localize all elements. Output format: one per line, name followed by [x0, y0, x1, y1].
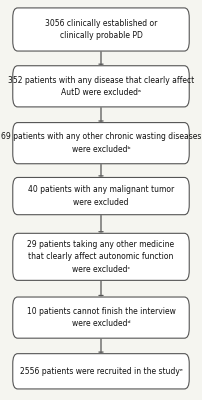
FancyBboxPatch shape — [13, 8, 189, 51]
FancyBboxPatch shape — [13, 354, 189, 389]
Text: 29 patients taking any other medicine
that clearly affect autonomic function
wer: 29 patients taking any other medicine th… — [27, 240, 175, 274]
Text: 2556 patients were recruited in the studyᵉ: 2556 patients were recruited in the stud… — [20, 367, 182, 376]
Text: 3056 clinically established or
clinically probable PD: 3056 clinically established or clinicall… — [45, 19, 157, 40]
FancyBboxPatch shape — [13, 233, 189, 280]
FancyBboxPatch shape — [13, 178, 189, 215]
Text: 10 patients cannot finish the interview
were excludedᵈ: 10 patients cannot finish the interview … — [26, 307, 176, 328]
FancyBboxPatch shape — [13, 122, 189, 164]
Text: 40 patients with any malignant tumor
were excluded: 40 patients with any malignant tumor wer… — [28, 185, 174, 207]
FancyBboxPatch shape — [13, 66, 189, 107]
FancyBboxPatch shape — [13, 297, 189, 338]
Text: 352 patients with any disease that clearly affect
AutD were excludedᵃ: 352 patients with any disease that clear… — [8, 76, 194, 97]
Text: 69 patients with any other chronic wasting diseases
were excludedᵇ: 69 patients with any other chronic wasti… — [1, 132, 201, 154]
